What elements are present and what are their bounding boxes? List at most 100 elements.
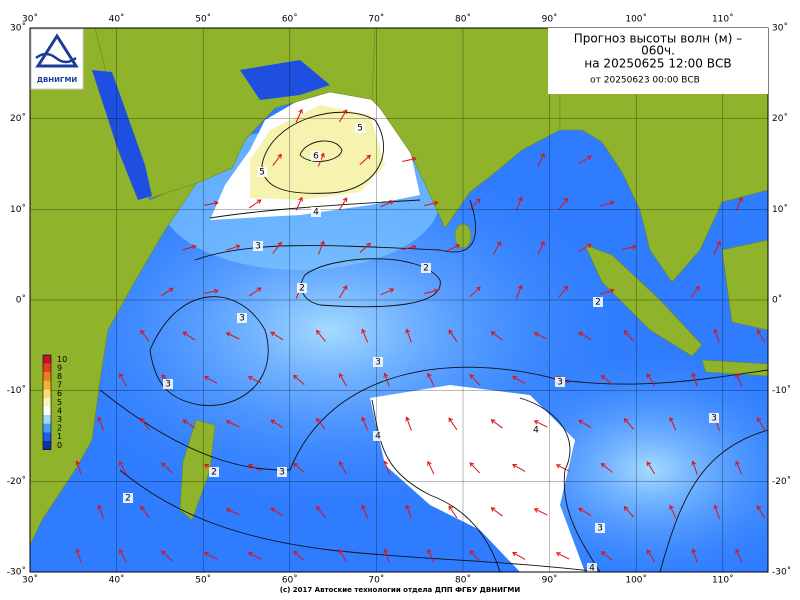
logo-mark: [35, 33, 79, 68]
wave-arrow: [204, 200, 219, 206]
arrow-head: [213, 288, 219, 294]
arrow-shaft: [316, 506, 326, 518]
wave-arrow: [293, 550, 305, 562]
arrow-head: [182, 419, 188, 424]
colorbar-swatch: [43, 363, 51, 373]
arrow-head: [203, 552, 209, 557]
arrow-shaft: [361, 417, 369, 431]
arrow-head: [383, 548, 389, 554]
lon-label: 110˚: [712, 575, 734, 586]
arrow-shaft: [534, 508, 548, 516]
arrow-head: [247, 552, 253, 557]
arrow-shaft: [359, 154, 371, 166]
contour-label: 4: [313, 208, 319, 218]
contour-label: 3: [279, 468, 285, 478]
arrow-shaft: [380, 288, 394, 296]
arrow-head: [713, 328, 719, 334]
wave-arrow: [119, 372, 127, 387]
wave-arrow: [119, 548, 127, 563]
arrow-head: [578, 507, 583, 513]
colorbar-label: 10: [57, 355, 67, 364]
wave-arrow: [713, 240, 721, 255]
arrow-shaft: [646, 549, 656, 563]
wave-arrow: [405, 504, 412, 519]
contour-label-bg: [709, 413, 719, 423]
wave-arrow: [383, 372, 390, 387]
contour-label-bg: [277, 467, 287, 477]
arrow-shaft: [339, 373, 347, 387]
wave-arrow: [383, 548, 390, 563]
wave-arrow: [690, 285, 700, 298]
contour-label: 3: [711, 414, 717, 424]
arrow-head: [518, 284, 523, 290]
lon-label: 80˚: [455, 14, 471, 25]
arrow-shaft: [469, 286, 481, 298]
lat-label: -10˚: [7, 385, 26, 396]
graticule: [30, 28, 768, 572]
contour-label: 3: [165, 380, 171, 390]
wave-arrow: [225, 420, 240, 428]
arrow-head: [366, 154, 371, 160]
wave-arrow: [270, 419, 284, 429]
subtitle: от 20250623 00:00 ВСВ: [590, 76, 700, 86]
wave-arrow: [735, 372, 743, 387]
red-sea: [92, 70, 152, 200]
arrow-shaft: [578, 243, 592, 253]
arrow-shaft: [361, 329, 369, 343]
arrow-shaft: [469, 198, 481, 210]
arrow-shaft: [270, 419, 284, 429]
wave-arrow: [448, 329, 458, 343]
arrow-head: [342, 285, 348, 291]
arrow-head: [119, 372, 124, 378]
wave-arrow: [161, 462, 173, 474]
wave-arrow: [140, 329, 150, 342]
arrow-shaft: [359, 242, 371, 254]
wave-arrow: [247, 464, 262, 472]
arrow-head: [512, 375, 517, 381]
map-frame: [29, 27, 769, 573]
wave-arrow: [119, 460, 127, 475]
arrow-shaft: [293, 374, 305, 386]
arrow-head: [713, 504, 719, 510]
arrow-head: [756, 329, 762, 335]
wave-arrow: [293, 462, 305, 474]
wave-arrow: [469, 286, 481, 298]
arrow-head: [476, 198, 481, 204]
colorbar-label: 5: [57, 398, 62, 407]
arrow-shaft: [537, 241, 545, 255]
wave-arrow: [380, 288, 395, 296]
arrow-head: [316, 329, 321, 335]
arrow-shaft: [406, 329, 412, 343]
wave-arrow: [537, 240, 545, 255]
wave-arrow: [226, 244, 241, 251]
wave-arrow: [383, 460, 390, 475]
wave-arrow: [317, 240, 325, 255]
contour-label: 2: [125, 494, 131, 504]
arrow-shaft: [248, 464, 262, 472]
arrow-shaft: [119, 373, 127, 387]
arrow-head: [448, 505, 453, 511]
arrow-head: [338, 549, 344, 554]
arrow-shaft: [204, 202, 218, 206]
contour-label-bg: [355, 123, 365, 133]
arrow-head: [270, 419, 276, 425]
arrow-head: [735, 548, 740, 554]
arrow-shaft: [714, 505, 720, 519]
arrow-head: [298, 108, 303, 114]
arrow-shaft: [293, 462, 305, 474]
wave-arrow: [493, 241, 502, 255]
arrow-shaft: [119, 549, 127, 563]
lat-label: -20˚: [772, 476, 791, 487]
wave-arrow: [97, 504, 104, 519]
wave-arrow: [512, 463, 526, 472]
lon-label: 40˚: [109, 14, 125, 25]
arrow-head: [277, 241, 282, 247]
arrow-shaft: [735, 373, 743, 387]
arrow-shaft: [469, 374, 481, 386]
arrow-head: [427, 372, 432, 378]
contour-label: 3: [255, 242, 261, 252]
wave-arrow: [490, 331, 503, 341]
arrow-head: [623, 506, 629, 511]
wave-arrow: [622, 244, 637, 250]
